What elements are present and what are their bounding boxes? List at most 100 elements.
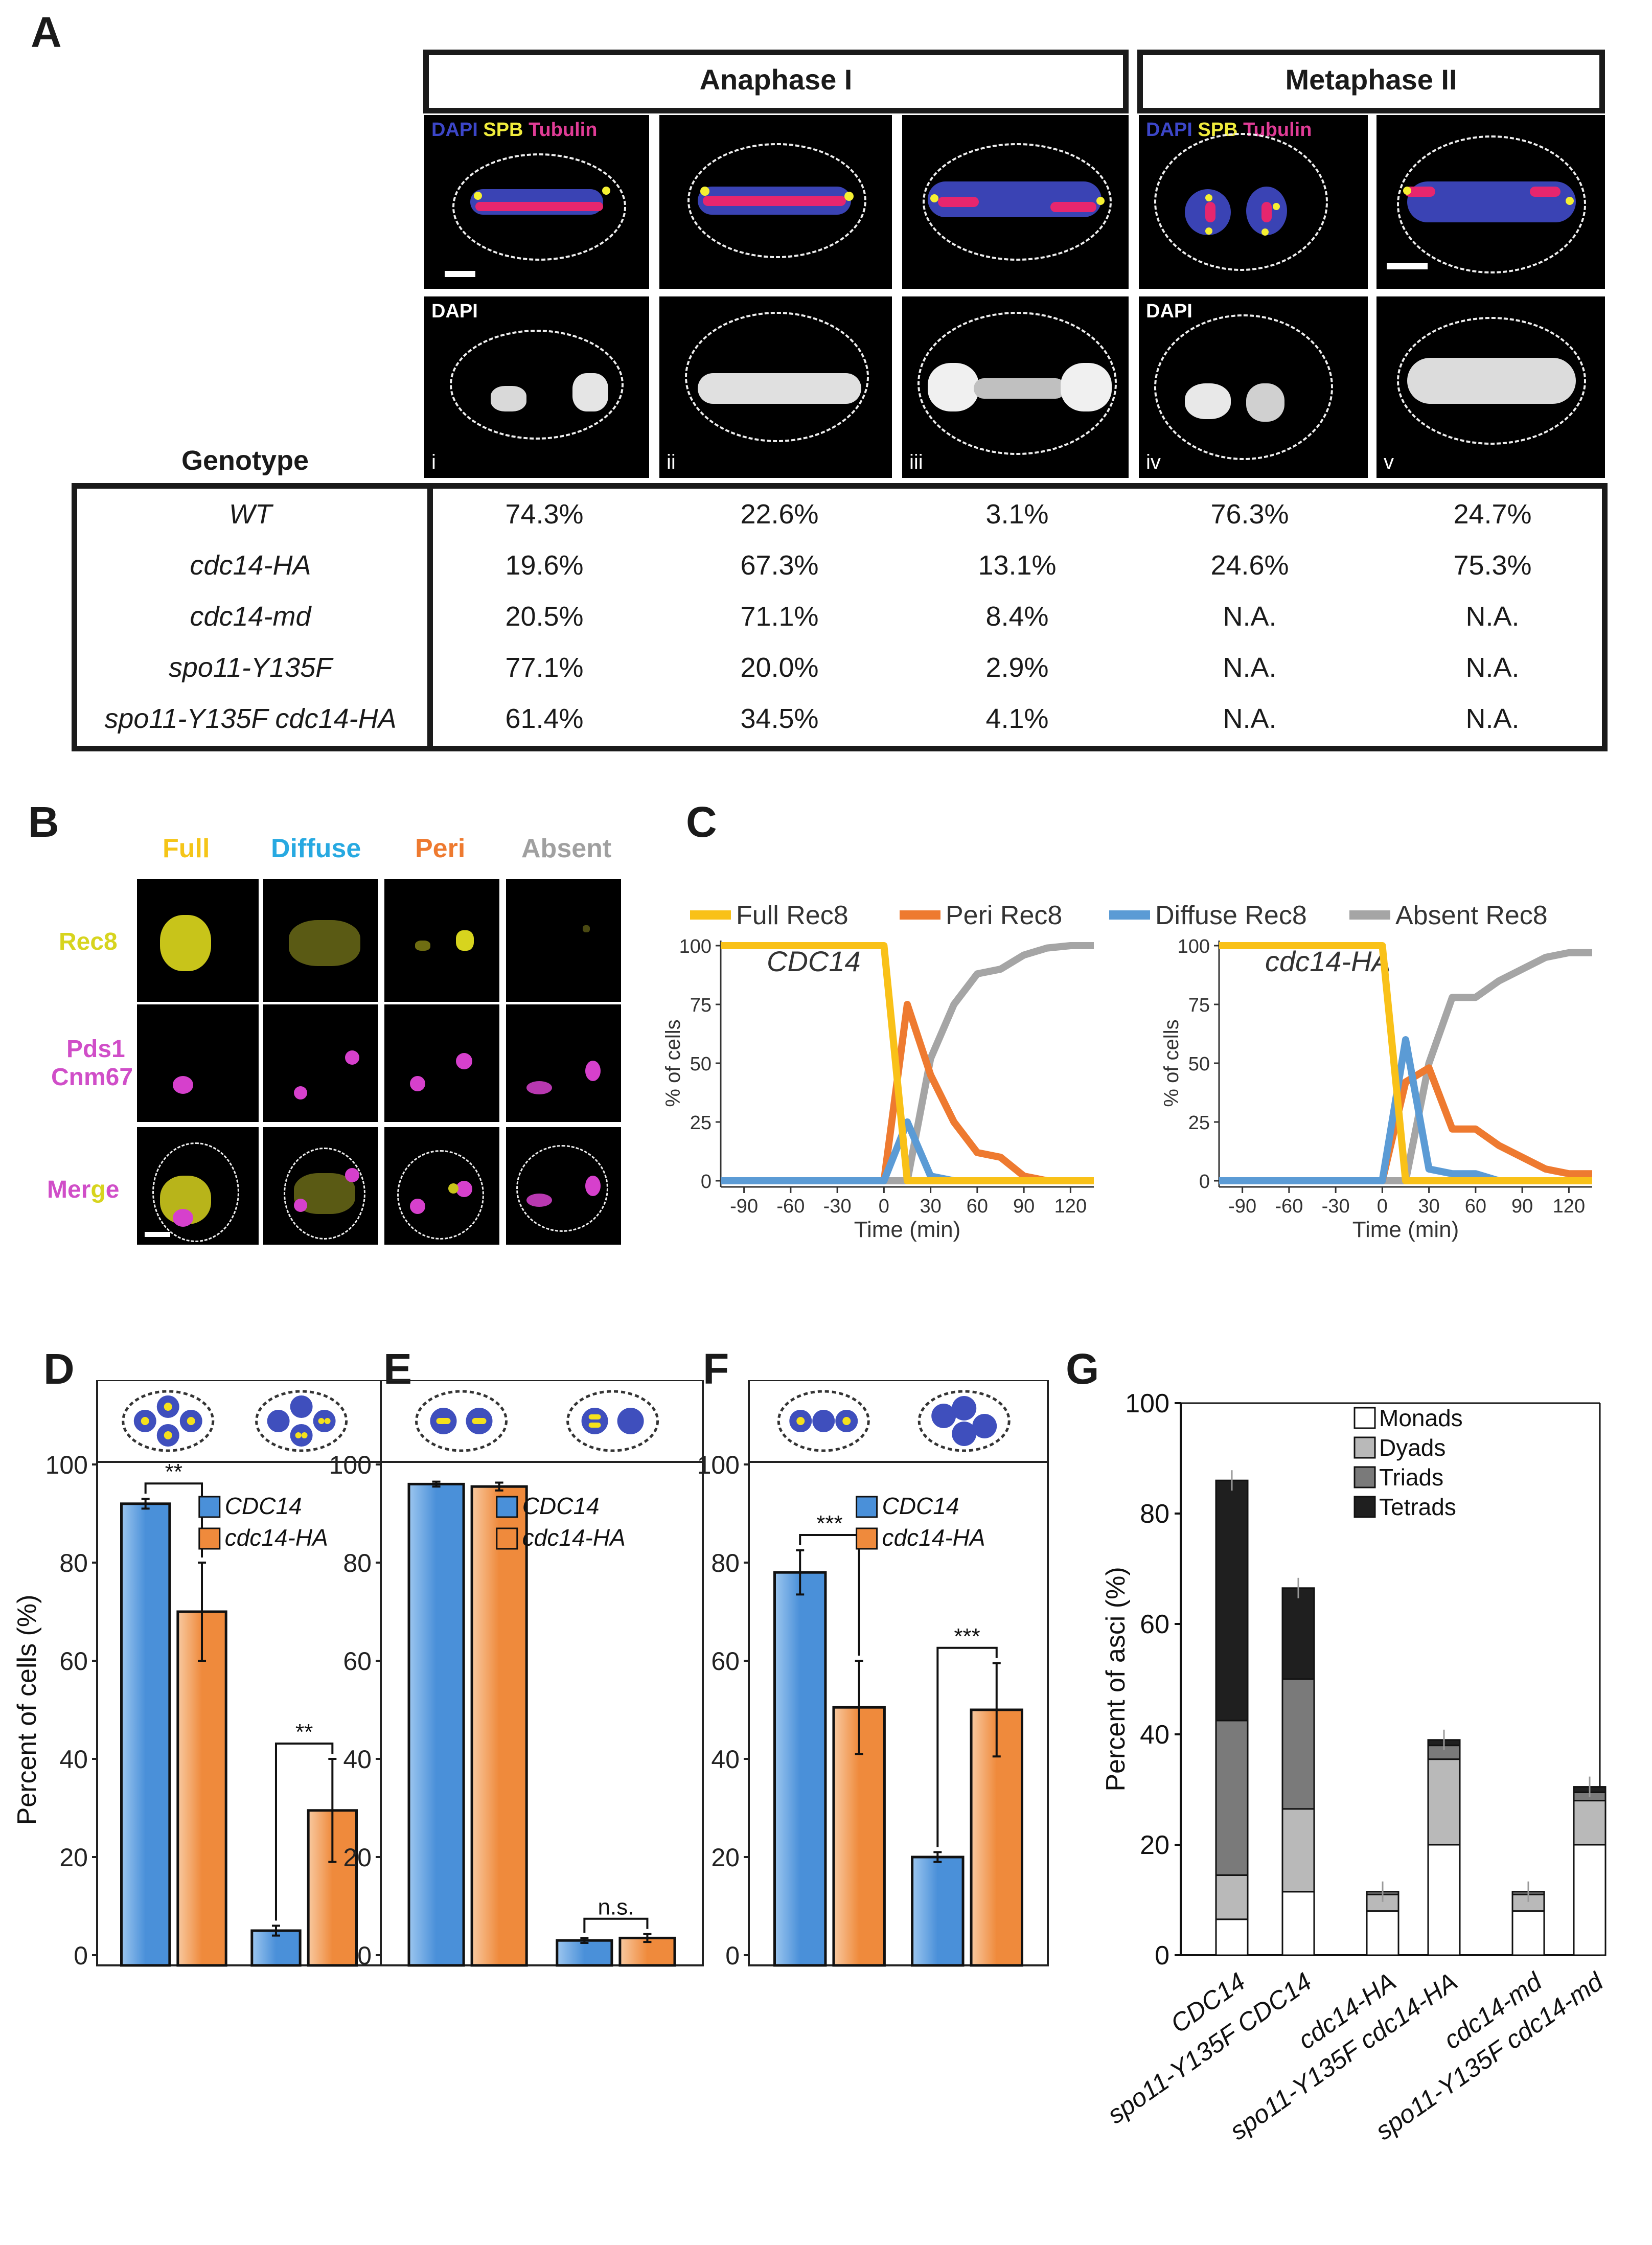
- table-cell: 75.3%: [1453, 550, 1532, 581]
- table-cell: 61.4%: [505, 703, 584, 734]
- nucleus: [290, 1395, 313, 1418]
- stack-segment-triads: [1215, 1720, 1249, 1876]
- x-tick-label: -30: [823, 1196, 852, 1217]
- legend-label-cdc14-ha: cdc14-HA: [882, 1524, 985, 1551]
- micrograph-a-merge-iii: [902, 115, 1129, 289]
- nucleus: [952, 1422, 977, 1446]
- y-tick-label: 25: [1188, 1112, 1210, 1134]
- genotype-row-1: cdc14-HA: [190, 550, 311, 581]
- cell-outline: [566, 1390, 659, 1452]
- y-tick-label: 0: [701, 1171, 712, 1193]
- table-cell: N.A.: [1223, 652, 1277, 683]
- table-cell: 24.6%: [1210, 550, 1289, 581]
- micrograph-a-merge-iv: DAPI SPB Tubulin: [1139, 115, 1368, 289]
- genotype-label: Genotype: [181, 445, 309, 476]
- spb-dot: [141, 1417, 149, 1425]
- nucleus: [581, 1408, 608, 1434]
- bar-cdc14: [407, 1482, 465, 1967]
- panel-label-b: B: [28, 798, 59, 846]
- micrograph-a-merge-i: DAPI SPB Tubulin: [424, 115, 649, 289]
- stain-labels: DAPI SPB Tubulin: [431, 119, 598, 141]
- b-pds1-full: [137, 1004, 259, 1122]
- y-axis-title: Percent of asci (%): [1101, 1567, 1131, 1791]
- panel-def-charts: 0 20 40 60 80 100 ** ** CDC14 cdc14-HA 0 20 40 60 80 10…: [12, 1380, 1049, 1970]
- y-tick-label: 60: [59, 1647, 88, 1676]
- genotype-row-2: cdc14-md: [190, 601, 311, 632]
- micrograph-a-dapi-v: v: [1376, 296, 1605, 478]
- y-tick-label: 40: [1140, 1720, 1169, 1750]
- x-tick-label: 90: [1013, 1196, 1035, 1217]
- y-tick-label: 40: [343, 1745, 372, 1774]
- y-tick-label: 80: [1140, 1499, 1169, 1529]
- roman-i: i: [431, 451, 436, 473]
- legend-swatch-cdc14: [198, 1496, 221, 1518]
- bar-cdc14: [773, 1571, 827, 1967]
- col-peri: Peri: [415, 834, 466, 863]
- micrograph-a-dapi-iii: iii: [902, 296, 1129, 478]
- table-cell: N.A.: [1465, 703, 1520, 734]
- b-rec8-absent: [506, 879, 621, 1002]
- nucleus: [972, 1414, 997, 1438]
- chart-title: cdc14-HA: [1265, 945, 1391, 977]
- y-tick-label: 40: [59, 1745, 88, 1774]
- spb-dot: [324, 1418, 331, 1424]
- legend-swatch: [1353, 1466, 1376, 1488]
- stack-segment-dyads: [1281, 1808, 1315, 1893]
- legend-label: Dyads: [1379, 1434, 1446, 1461]
- significance-label: ***: [816, 1511, 842, 1536]
- x-tick-label: 60: [1465, 1196, 1486, 1217]
- b-merge-full: [137, 1127, 259, 1245]
- table-cell: 20.0%: [740, 652, 819, 683]
- bar-cdc14-ha: [176, 1610, 227, 1967]
- x-tick-label: 120: [1054, 1196, 1087, 1217]
- table-cell: 2.9%: [985, 652, 1049, 683]
- legend-label: Monads: [1379, 1405, 1463, 1431]
- bar-cdc14: [120, 1502, 171, 1967]
- stack-segment-monads: [1511, 1910, 1545, 1956]
- legend-label: Peri Rec8: [946, 901, 1062, 930]
- table-cell: 24.7%: [1453, 499, 1532, 530]
- legend-label-cdc14-ha: cdc14-HA: [225, 1524, 328, 1551]
- y-tick-label: 40: [711, 1745, 740, 1774]
- spb-dot: [301, 1432, 308, 1438]
- b-merge-peri: [384, 1127, 499, 1245]
- b-rec8-diffuse: [263, 879, 378, 1002]
- y-tick-label: 0: [74, 1941, 88, 1970]
- table-cell: 74.3%: [505, 499, 584, 530]
- genotype-table: [72, 483, 1608, 751]
- micrograph-a-dapi-i: DAPI i: [424, 296, 649, 478]
- dapi-label-2: DAPI: [1146, 301, 1192, 322]
- roman-iv: iv: [1146, 451, 1161, 473]
- table-cell: N.A.: [1465, 601, 1520, 632]
- x-tick-label: 30: [920, 1196, 941, 1217]
- spb-dot: [842, 1417, 851, 1425]
- table-cell: 19.6%: [505, 550, 584, 581]
- panel-label-c: C: [686, 798, 717, 846]
- y-tick-label: 50: [690, 1053, 712, 1075]
- panel-label-g: G: [1066, 1345, 1099, 1393]
- col-diffuse: Diffuse: [271, 834, 361, 863]
- spb-dot: [436, 1418, 451, 1424]
- x-tick-label: 0: [1377, 1196, 1388, 1217]
- y-tick-label: 0: [725, 1941, 740, 1970]
- y-axis-title: % of cells: [662, 1019, 684, 1107]
- legend-swatch: [1353, 1496, 1376, 1518]
- series-line-full-rec8: [721, 942, 1094, 1184]
- stack-segment-monads: [1573, 1844, 1607, 1956]
- legend-label-cdc14: CDC14: [522, 1493, 600, 1519]
- panel-label-a: A: [31, 8, 62, 56]
- table-cell: 77.1%: [505, 652, 584, 683]
- table-cell: 76.3%: [1210, 499, 1289, 530]
- nucleus: [267, 1410, 290, 1432]
- y-tick-label: 100: [45, 1451, 88, 1479]
- genotype-row-4: spo11-Y135F cdc14-HA: [104, 703, 397, 734]
- x-tick-label: 0: [879, 1196, 889, 1217]
- spb-dot: [318, 1418, 325, 1424]
- category-label: spo11-Y135F cdc14-HA: [1225, 1967, 1462, 2145]
- b-pds1-peri: [384, 1004, 499, 1122]
- x-tick-label: -90: [1228, 1196, 1256, 1217]
- y-tick-label: 100: [679, 936, 712, 957]
- table-cell: 20.5%: [505, 601, 584, 632]
- legend-label: Tetrads: [1379, 1494, 1456, 1520]
